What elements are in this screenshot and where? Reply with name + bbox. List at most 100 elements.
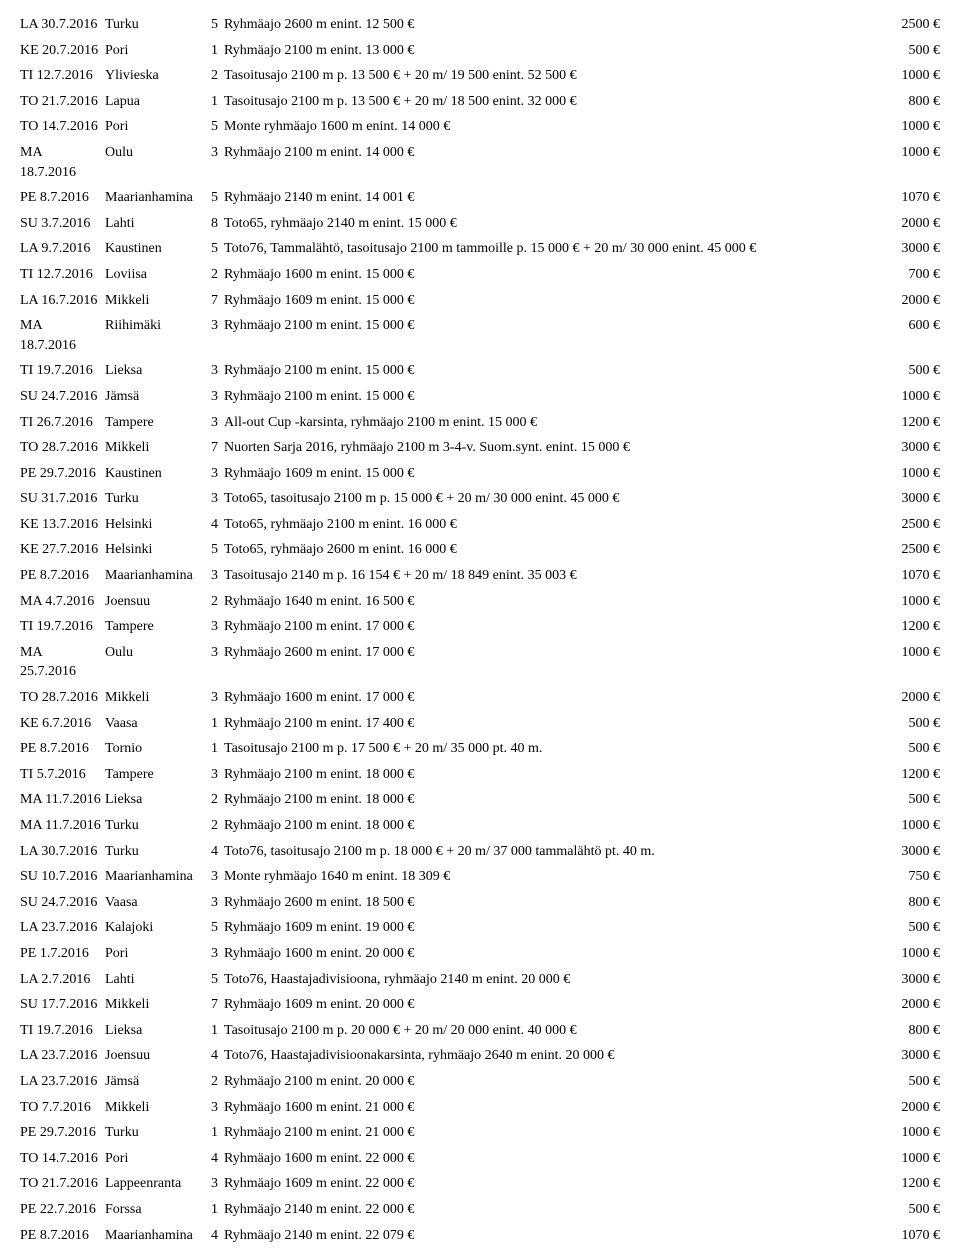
table-row: TO 21.7.2016Lapua1Tasoitusajo 2100 m p. … [18,89,942,115]
desc-cell: Toto65, ryhmäajo 2100 m enint. 16 000 € [222,512,872,538]
table-row: PE 29.7.2016Turku1Ryhmäajo 2100 m enint.… [18,1120,942,1146]
city-cell: Maarianhamina [103,1223,208,1249]
city-cell: Mikkeli [103,435,208,461]
table-row: MA 4.7.2016Joensuu2Ryhmäajo 1640 m enint… [18,589,942,615]
num-cell: 3 [208,685,222,711]
date-cell: KE 6.7.2016 [18,711,103,737]
prize-cell: 1000 € [872,63,942,89]
city-cell: Kaustinen [103,461,208,487]
desc-cell: Ryhmäajo 2100 m enint. 17 400 € [222,711,872,737]
prize-cell: 2000 € [872,288,942,314]
prize-cell: 500 € [872,787,942,813]
desc-cell: Toto76, Haastajadivisioonakarsinta, ryhm… [222,1043,872,1069]
prize-cell: 600 € [872,313,942,358]
prize-cell: 3000 € [872,1043,942,1069]
desc-cell: Ryhmäajo 2140 m enint. 22 079 € [222,1223,872,1249]
desc-cell: Ryhmäajo 1609 m enint. 22 000 € [222,1171,872,1197]
date-cell: PE 29.7.2016 [18,1120,103,1146]
desc-cell: Tasoitusajo 2100 m p. 13 500 € + 20 m/ 1… [222,63,872,89]
desc-cell: Toto76, Tammalähtö, tasoitusajo 2100 m t… [222,236,872,262]
date-cell: PE 8.7.2016 [18,1223,103,1249]
city-cell: Tampere [103,410,208,436]
date-cell: LA 9.7.2016 [18,236,103,262]
city-cell: Helsinki [103,512,208,538]
prize-cell: 800 € [872,1018,942,1044]
prize-cell: 3000 € [872,435,942,461]
prize-cell: 500 € [872,736,942,762]
prize-cell: 500 € [872,711,942,737]
date-cell: KE 13.7.2016 [18,512,103,538]
city-cell: Tampere [103,762,208,788]
table-row: PE 1.7.2016Pori3Ryhmäajo 1600 m enint. 2… [18,941,942,967]
table-row: TI 19.7.2016Lieksa3Ryhmäajo 2100 m enint… [18,358,942,384]
desc-cell: Tasoitusajo 2100 m p. 20 000 € + 20 m/ 2… [222,1018,872,1044]
date-cell: MA 18.7.2016 [18,140,103,185]
num-cell: 7 [208,288,222,314]
prize-cell: 1200 € [872,1171,942,1197]
table-row: MA 25.7.2016Oulu3Ryhmäajo 2600 m enint. … [18,640,942,685]
city-cell: Maarianhamina [103,864,208,890]
prize-cell: 1200 € [872,614,942,640]
table-row: PE 8.7.2016Maarianhamina4Ryhmäajo 2140 m… [18,1223,942,1249]
num-cell: 3 [208,410,222,436]
prize-cell: 800 € [872,89,942,115]
table-row: TO 28.7.2016Mikkeli3Ryhmäajo 1600 m enin… [18,685,942,711]
prize-cell: 3000 € [872,839,942,865]
num-cell: 1 [208,89,222,115]
table-row: SU 24.7.2016Vaasa3Ryhmäajo 2600 m enint.… [18,890,942,916]
table-row: MA 11.7.2016Turku2Ryhmäajo 2100 m enint.… [18,813,942,839]
table-row: SU 31.7.2016Turku3Toto65, tasoitusajo 21… [18,486,942,512]
num-cell: 2 [208,1069,222,1095]
city-cell: Maarianhamina [103,563,208,589]
date-cell: PE 29.7.2016 [18,461,103,487]
table-row: TO 21.7.2016Lappeenranta3Ryhmäajo 1609 m… [18,1171,942,1197]
num-cell: 1 [208,1018,222,1044]
city-cell: Loviisa [103,262,208,288]
desc-cell: Nuorten Sarja 2016, ryhmäajo 2100 m 3-4-… [222,435,872,461]
city-cell: Pori [103,38,208,64]
desc-cell: All-out Cup -karsinta, ryhmäajo 2100 m e… [222,410,872,436]
prize-cell: 1070 € [872,1223,942,1249]
table-row: TI 12.7.2016Ylivieska2Tasoitusajo 2100 m… [18,63,942,89]
city-cell: Turku [103,839,208,865]
city-cell: Tornio [103,736,208,762]
prize-cell: 1000 € [872,140,942,185]
num-cell: 7 [208,992,222,1018]
num-cell: 5 [208,12,222,38]
desc-cell: Ryhmäajo 1600 m enint. 17 000 € [222,685,872,711]
table-row: MA 18.7.2016Oulu3Ryhmäajo 2100 m enint. … [18,140,942,185]
city-cell: Jämsä [103,1069,208,1095]
date-cell: LA 23.7.2016 [18,915,103,941]
desc-cell: Ryhmäajo 1609 m enint. 19 000 € [222,915,872,941]
num-cell: 4 [208,1223,222,1249]
desc-cell: Toto65, tasoitusajo 2100 m p. 15 000 € +… [222,486,872,512]
date-cell: SU 24.7.2016 [18,384,103,410]
prize-cell: 2500 € [872,512,942,538]
table-row: TI 19.7.2016Tampere3Ryhmäajo 2100 m enin… [18,614,942,640]
date-cell: LA 2.7.2016 [18,967,103,993]
prize-cell: 800 € [872,890,942,916]
date-cell: PE 8.7.2016 [18,563,103,589]
table-row: TO 14.7.2016Pori5Monte ryhmäajo 1600 m e… [18,114,942,140]
table-row: MA 18.7.2016Riihimäki3Ryhmäajo 2100 m en… [18,313,942,358]
race-schedule-table: LA 30.7.2016Turku5Ryhmäajo 2600 m enint.… [18,12,942,1248]
city-cell: Helsinki [103,537,208,563]
date-cell: MA 18.7.2016 [18,313,103,358]
date-cell: MA 11.7.2016 [18,787,103,813]
city-cell: Lappeenranta [103,1171,208,1197]
city-cell: Turku [103,1120,208,1146]
num-cell: 3 [208,890,222,916]
desc-cell: Ryhmäajo 1640 m enint. 16 500 € [222,589,872,615]
date-cell: TO 28.7.2016 [18,435,103,461]
date-cell: LA 16.7.2016 [18,288,103,314]
date-cell: TO 28.7.2016 [18,685,103,711]
table-row: LA 30.7.2016Turku5Ryhmäajo 2600 m enint.… [18,12,942,38]
num-cell: 3 [208,140,222,185]
num-cell: 5 [208,915,222,941]
city-cell: Forssa [103,1197,208,1223]
desc-cell: Ryhmäajo 2100 m enint. 20 000 € [222,1069,872,1095]
table-row: LA 23.7.2016Kalajoki5Ryhmäajo 1609 m eni… [18,915,942,941]
table-row: TI 26.7.2016Tampere3All-out Cup -karsint… [18,410,942,436]
num-cell: 2 [208,262,222,288]
date-cell: TI 26.7.2016 [18,410,103,436]
